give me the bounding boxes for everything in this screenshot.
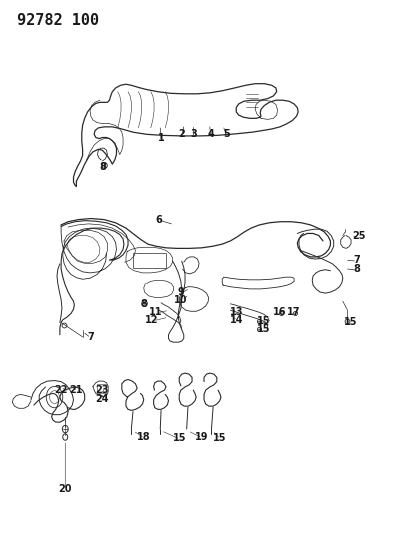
Text: 7: 7 (354, 255, 361, 265)
Text: 15: 15 (213, 433, 226, 443)
Text: 8: 8 (99, 162, 106, 172)
Text: 11: 11 (150, 307, 163, 317)
Text: 22: 22 (55, 385, 68, 395)
Text: 15: 15 (344, 318, 357, 327)
Text: 25: 25 (353, 231, 366, 240)
Text: 15: 15 (257, 316, 270, 326)
Text: 13: 13 (230, 307, 243, 317)
Text: 20: 20 (59, 484, 72, 494)
Text: 16: 16 (273, 307, 287, 317)
Text: 3: 3 (190, 130, 197, 139)
Text: 14: 14 (230, 315, 243, 325)
Text: 15: 15 (173, 433, 186, 443)
Text: 1: 1 (158, 133, 164, 142)
Text: 6: 6 (156, 215, 162, 224)
Text: 21: 21 (70, 385, 83, 395)
Text: 8: 8 (140, 299, 147, 309)
Text: 7: 7 (88, 332, 94, 342)
Text: 18: 18 (137, 432, 150, 442)
Text: 15: 15 (257, 325, 270, 334)
Text: 24: 24 (96, 394, 109, 403)
Text: 23: 23 (96, 385, 109, 395)
Bar (97, 384, 106, 393)
Text: 12: 12 (145, 315, 159, 325)
Text: 4: 4 (207, 130, 214, 139)
Text: 5: 5 (223, 130, 230, 139)
Text: 92782 100: 92782 100 (17, 13, 99, 28)
Text: 10: 10 (174, 295, 188, 304)
Text: 17: 17 (287, 307, 301, 317)
Text: 9: 9 (178, 287, 184, 297)
Text: 8: 8 (354, 264, 361, 274)
Text: 19: 19 (195, 432, 208, 442)
Text: 2: 2 (178, 130, 185, 139)
